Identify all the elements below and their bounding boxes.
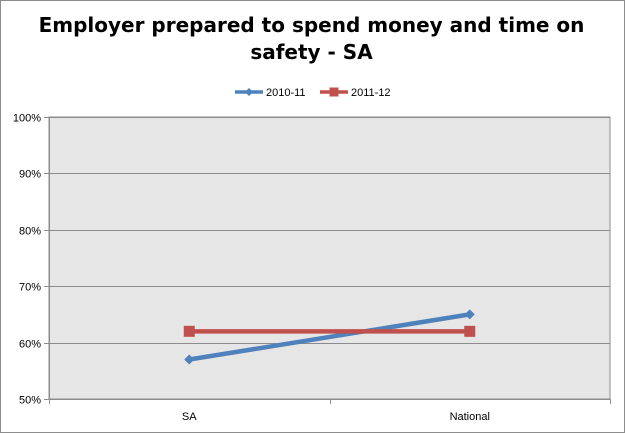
data-point bbox=[184, 354, 195, 365]
y-tick-label: 90% bbox=[19, 169, 41, 181]
legend-item: 2011-12 bbox=[320, 87, 391, 99]
legend-swatch-marker bbox=[245, 88, 253, 96]
series-2010-11 bbox=[184, 309, 475, 365]
y-tick-label: 100% bbox=[13, 113, 41, 125]
legend-swatch-marker bbox=[329, 87, 339, 97]
y-axis: 50% 60% 70% 80% 90% 100% bbox=[13, 113, 50, 407]
data-point bbox=[183, 325, 195, 337]
chart-title-line-2: safety - SA bbox=[250, 40, 373, 64]
y-tick-label: 70% bbox=[19, 282, 41, 294]
legend: 2010-11 2011-12 bbox=[235, 87, 391, 99]
series-group bbox=[183, 309, 476, 365]
y-tick-label: 50% bbox=[19, 395, 41, 407]
y-tick-label: 80% bbox=[19, 226, 41, 238]
x-tick-label: National bbox=[450, 411, 490, 423]
legend-label: 2011-12 bbox=[351, 87, 391, 99]
x-tick-label: SA bbox=[182, 411, 197, 423]
legend-item: 2010-11 bbox=[235, 87, 306, 99]
data-point bbox=[464, 325, 476, 337]
data-point bbox=[464, 309, 475, 320]
plot-area bbox=[48, 116, 611, 400]
chart-title-line-1: Employer prepared to spend money and tim… bbox=[38, 13, 585, 37]
chart-title: Employer prepared to spend money and tim… bbox=[0, 12, 623, 66]
series-line bbox=[188, 312, 471, 362]
series-2011-12 bbox=[183, 325, 476, 337]
x-axis: SA National bbox=[49, 399, 611, 423]
y-tick-label: 60% bbox=[19, 339, 41, 351]
legend-label: 2010-11 bbox=[266, 87, 306, 99]
